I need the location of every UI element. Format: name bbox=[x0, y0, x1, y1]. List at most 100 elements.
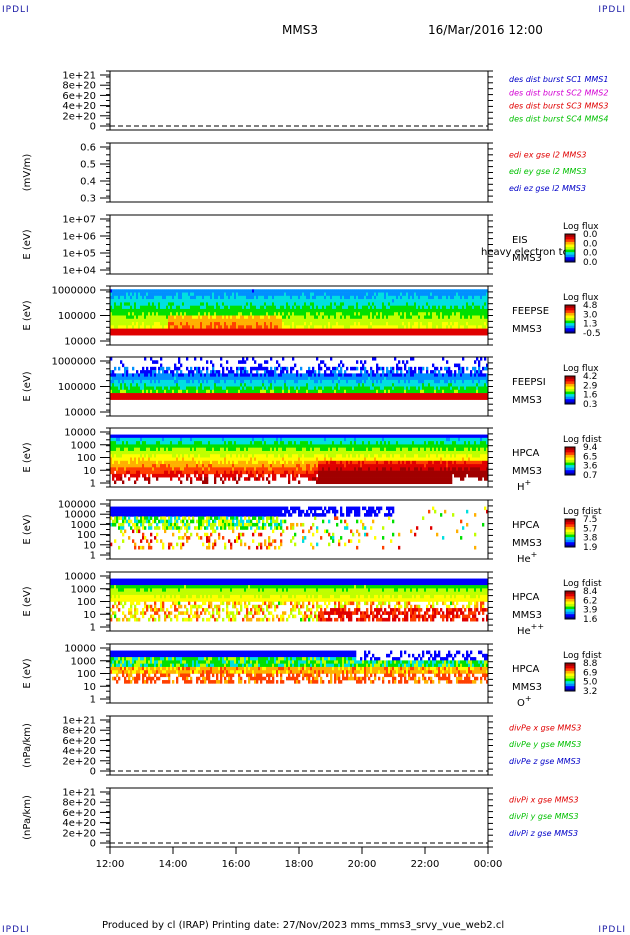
spectrogram-cell bbox=[266, 329, 268, 333]
spectrogram-cell bbox=[266, 332, 268, 336]
spectrogram-cell bbox=[292, 302, 294, 306]
spectrogram-cell bbox=[120, 438, 122, 442]
spectrogram-cell bbox=[178, 332, 180, 336]
spectrogram-cell bbox=[140, 444, 142, 448]
spectrogram-cell bbox=[216, 299, 218, 303]
spectrogram-cell bbox=[246, 380, 248, 384]
spectrogram-cell bbox=[438, 377, 440, 381]
spectrogram-cell bbox=[268, 325, 270, 329]
spectrogram-cell bbox=[126, 309, 128, 313]
spectrogram-cell bbox=[156, 393, 158, 397]
spectrogram-cell bbox=[460, 396, 462, 400]
spectrogram-cell bbox=[472, 309, 474, 313]
spectrogram-cell bbox=[168, 377, 170, 381]
spectrogram-cell bbox=[178, 390, 180, 394]
spectrogram-cell bbox=[272, 383, 274, 387]
spectrogram-cell bbox=[418, 367, 420, 371]
spectrogram-cell bbox=[134, 312, 136, 316]
spectrogram-cell bbox=[152, 454, 154, 458]
spectrogram-cell bbox=[218, 293, 220, 297]
spectrogram-cell bbox=[278, 325, 280, 329]
spectrogram-cell bbox=[354, 296, 356, 300]
spectrogram-cell bbox=[234, 302, 236, 306]
spectrogram-cell bbox=[408, 325, 410, 329]
spectrogram-cell bbox=[396, 370, 398, 374]
spectrogram-cell bbox=[206, 293, 208, 297]
spectrogram-cell bbox=[148, 458, 150, 462]
spectrogram-cell bbox=[382, 316, 384, 320]
spectrogram-cell bbox=[222, 293, 224, 297]
spectrogram-cell bbox=[254, 299, 256, 303]
spectrogram-cell bbox=[160, 316, 162, 320]
spectrogram-cell bbox=[150, 312, 152, 316]
spectrogram-cell bbox=[252, 306, 254, 310]
spectrogram-cell bbox=[140, 370, 142, 374]
spectrogram-cell bbox=[246, 332, 248, 336]
spectrogram-cell bbox=[428, 390, 430, 394]
spectrogram-cell bbox=[390, 396, 392, 400]
spectrogram-cell bbox=[236, 293, 238, 297]
spectrogram-cell bbox=[368, 309, 370, 313]
spectrogram-cell bbox=[340, 332, 342, 336]
spectrogram-cell bbox=[166, 306, 168, 310]
spectrogram-cell bbox=[226, 319, 228, 323]
spectrogram-cell bbox=[298, 293, 300, 297]
spectrogram-cell bbox=[434, 387, 436, 391]
spectrogram-cell bbox=[458, 367, 460, 371]
spectrogram-cell bbox=[298, 302, 300, 306]
spectrogram-cell bbox=[158, 306, 160, 310]
spectrogram-cell bbox=[392, 296, 394, 300]
spectrogram-cell bbox=[404, 322, 406, 326]
spectrogram-cell bbox=[278, 396, 280, 400]
spectrogram-cell bbox=[380, 329, 382, 333]
spectrogram-cell bbox=[212, 325, 214, 329]
spectrogram-cell bbox=[320, 380, 322, 384]
spectrogram-cell bbox=[442, 325, 444, 329]
spectrogram-cell bbox=[274, 302, 276, 306]
spectrogram-cell bbox=[382, 293, 384, 297]
spectrogram-cell bbox=[354, 373, 356, 377]
spectrogram-cell bbox=[398, 393, 400, 397]
spectrogram-cell bbox=[290, 296, 292, 300]
spectrogram-cell bbox=[178, 322, 180, 326]
spectrogram-cell bbox=[202, 377, 204, 381]
spectrogram-cell bbox=[320, 293, 322, 297]
spectrogram-cell bbox=[334, 367, 336, 371]
spectrogram-cell bbox=[148, 319, 150, 323]
spectrogram-cell bbox=[392, 306, 394, 310]
spectrogram-cell bbox=[376, 370, 378, 374]
spectrogram-cell bbox=[246, 312, 248, 316]
spectrogram-cell bbox=[310, 329, 312, 333]
spectrogram-cell bbox=[474, 377, 476, 381]
spectrogram-cell bbox=[318, 373, 320, 377]
spectrogram-cell bbox=[474, 319, 476, 323]
spectrogram-cell bbox=[130, 461, 132, 465]
spectrogram-cell bbox=[152, 396, 154, 400]
spectrogram-cell bbox=[442, 373, 444, 377]
spectrogram-cell bbox=[302, 293, 304, 297]
spectrogram-cell bbox=[478, 316, 480, 320]
spectrogram-cell bbox=[366, 316, 368, 320]
spectrogram-cell bbox=[324, 377, 326, 381]
spectrogram-cell bbox=[442, 393, 444, 397]
spectrogram-cell bbox=[386, 312, 388, 316]
spectrogram-cell bbox=[412, 377, 414, 381]
spectrogram-cell bbox=[434, 393, 436, 397]
spectrogram-cell bbox=[398, 312, 400, 316]
spectrogram-cell bbox=[470, 377, 472, 381]
spectrogram-cell bbox=[252, 289, 254, 293]
spectrogram-cell bbox=[250, 387, 252, 391]
spectrogram-cell bbox=[240, 390, 242, 394]
spectrogram-cell bbox=[346, 383, 348, 387]
spectrogram-cell bbox=[264, 289, 266, 293]
spectrogram-cell bbox=[408, 319, 410, 323]
spectrogram-cell bbox=[328, 393, 330, 397]
spectrogram-cell bbox=[400, 396, 402, 400]
spectrogram-cell bbox=[156, 302, 158, 306]
spectrogram-cell bbox=[184, 293, 186, 297]
spectrogram-cell bbox=[404, 377, 406, 381]
spectrogram-cell bbox=[470, 383, 472, 387]
spectrogram-cell bbox=[410, 296, 412, 300]
spectrogram-cell bbox=[402, 380, 404, 384]
spectrogram-cell bbox=[236, 325, 238, 329]
